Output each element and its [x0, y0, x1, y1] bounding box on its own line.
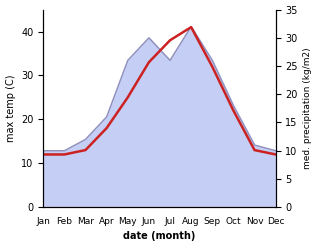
Y-axis label: max temp (C): max temp (C): [5, 75, 16, 142]
X-axis label: date (month): date (month): [123, 231, 196, 242]
Y-axis label: med. precipitation (kg/m2): med. precipitation (kg/m2): [303, 48, 313, 169]
